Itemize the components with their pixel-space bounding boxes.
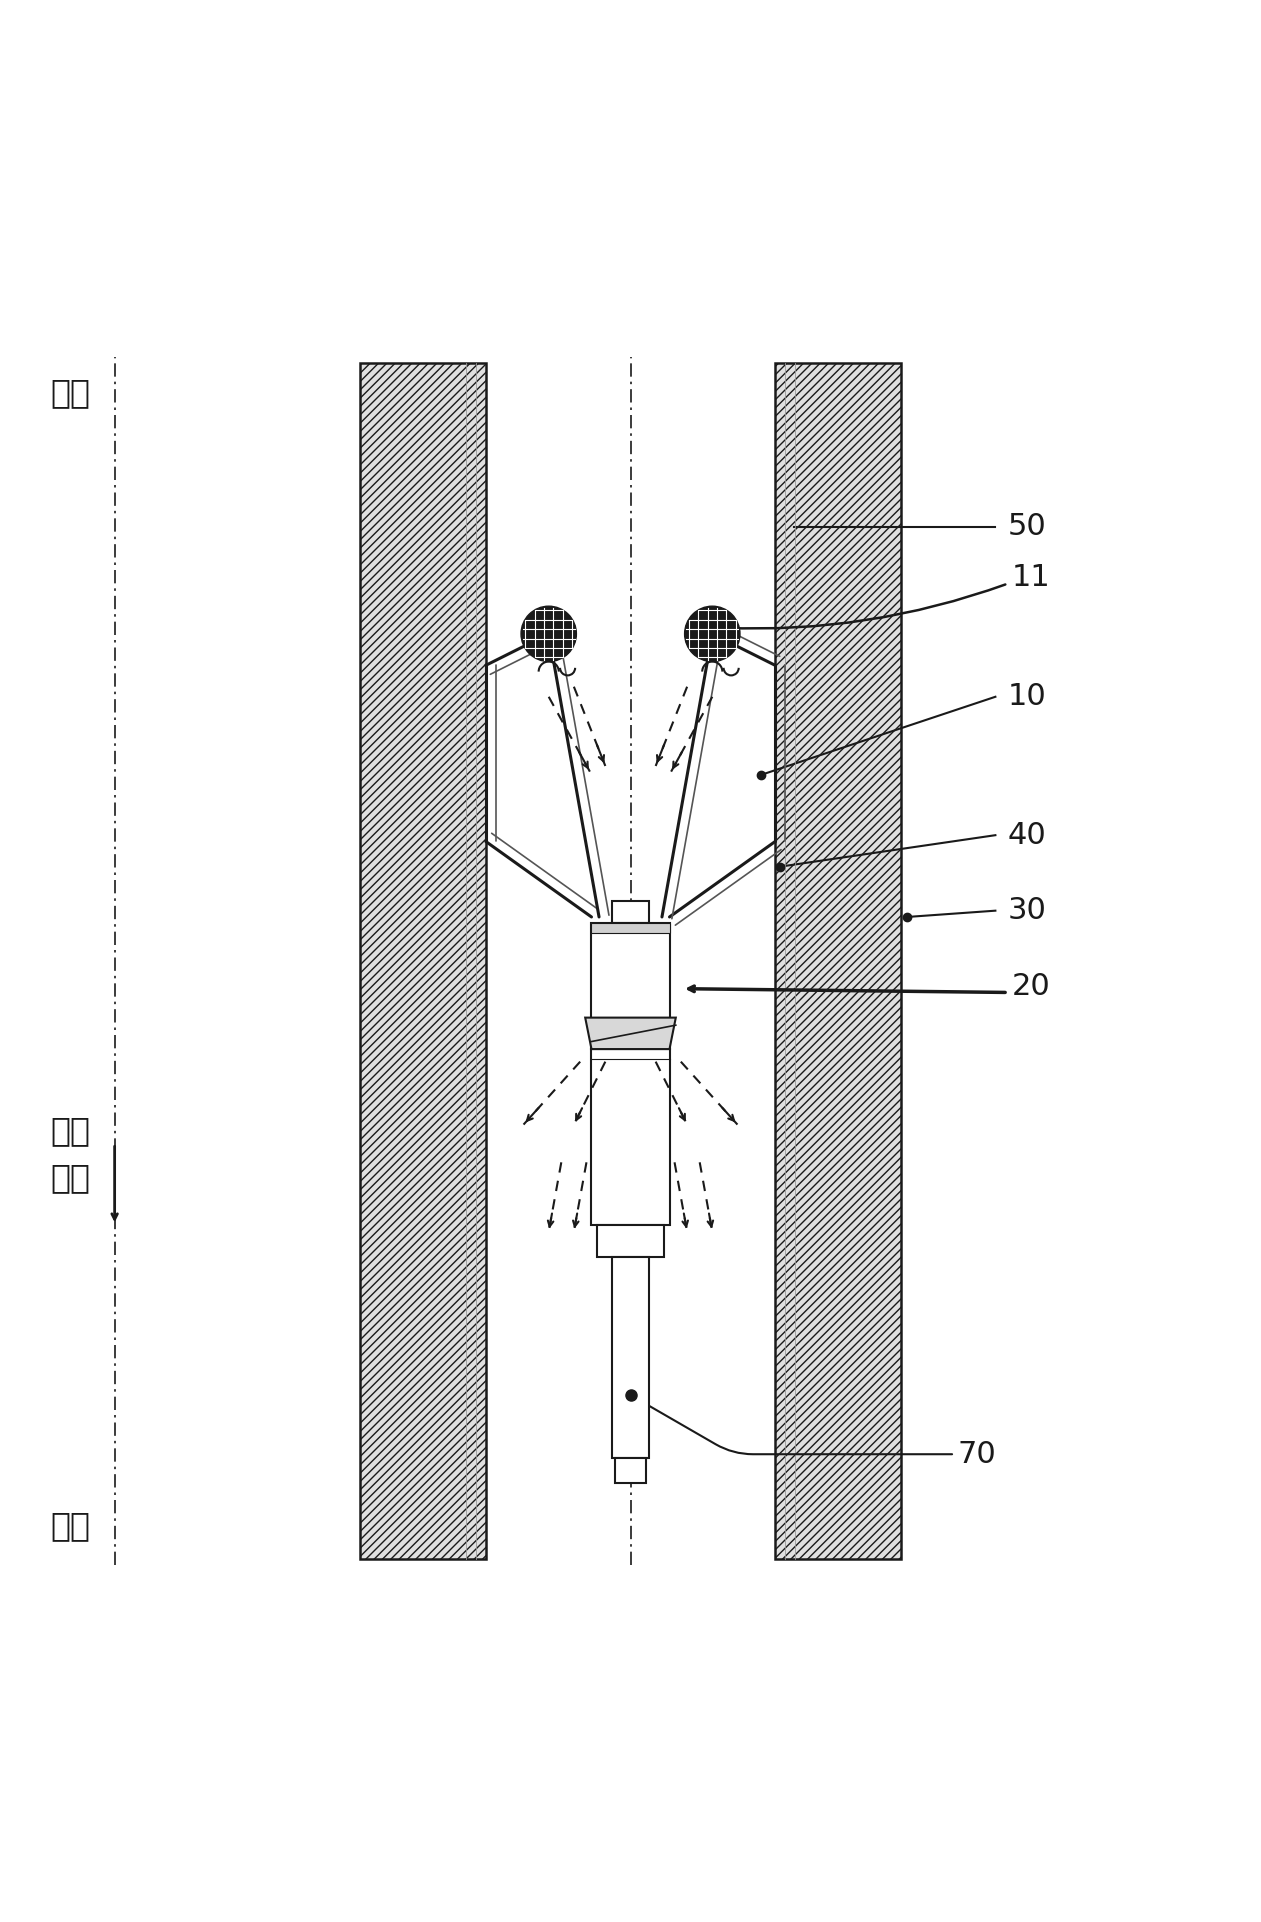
Text: 70: 70 — [633, 1397, 996, 1468]
Text: 远端: 远端 — [50, 377, 91, 409]
Text: 40: 40 — [1008, 821, 1047, 850]
Bar — [615, 1459, 646, 1484]
Bar — [359, 363, 485, 1559]
Bar — [591, 923, 670, 1049]
Text: 近端: 近端 — [50, 1509, 91, 1541]
Text: 11: 11 — [1011, 563, 1050, 592]
Text: 20: 20 — [1011, 973, 1050, 1001]
Circle shape — [521, 605, 576, 661]
Bar — [591, 923, 670, 934]
Bar — [596, 1224, 665, 1257]
Bar — [612, 901, 649, 923]
Polygon shape — [585, 1017, 676, 1049]
Text: 50: 50 — [1008, 513, 1047, 542]
Bar — [612, 1257, 649, 1459]
Bar — [776, 363, 902, 1559]
Text: 30: 30 — [1008, 896, 1047, 924]
Circle shape — [685, 605, 740, 661]
Text: 血流: 血流 — [50, 1115, 91, 1147]
Text: 10: 10 — [1008, 682, 1047, 711]
Bar — [591, 1049, 670, 1224]
Text: 方向: 方向 — [50, 1161, 91, 1194]
